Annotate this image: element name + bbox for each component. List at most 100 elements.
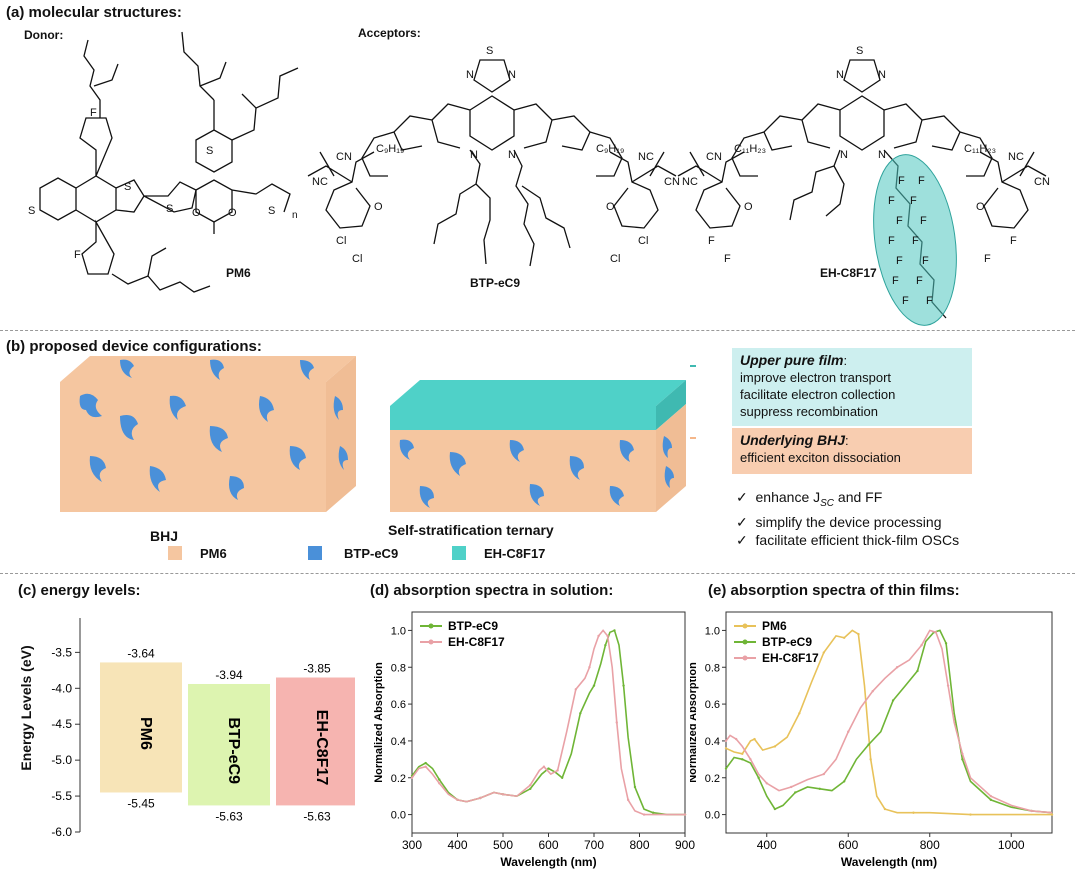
- svg-text:O: O: [374, 201, 383, 213]
- y-tick-label: -4.0: [51, 681, 72, 695]
- x-tick-label: 900: [675, 838, 695, 852]
- plot-frame: [725, 611, 1053, 834]
- solution-absorption-chart: 300 400 500 600 700 800 900 0.0 0.2 0.4 0.6 0.8 1.0 W…: [373, 611, 695, 869]
- svg-text:F: F: [916, 275, 923, 287]
- svg-text:O: O: [606, 201, 615, 213]
- data-point: [822, 651, 825, 654]
- x-tick-label: 800: [920, 838, 940, 852]
- data-point: [592, 684, 596, 687]
- svg-text:O: O: [228, 207, 237, 219]
- y-tick-label: 0.2: [705, 773, 720, 785]
- energy-bar: [188, 683, 270, 806]
- legend-swatch-eh: [452, 546, 466, 560]
- svg-text:Cl: Cl: [610, 253, 620, 265]
- data-point: [946, 684, 950, 687]
- series-line: [411, 629, 685, 816]
- x-tick-label: 600: [538, 838, 558, 852]
- data-point: [867, 743, 870, 746]
- data-point: [642, 813, 646, 816]
- data-point: [749, 758, 752, 761]
- y-tick-label: 0.4: [391, 736, 406, 748]
- data-point: [724, 767, 728, 770]
- svg-text:C₉H₁₉: C₉H₁₉: [376, 143, 404, 155]
- device-blocks: [60, 356, 700, 512]
- data-point: [989, 798, 993, 802]
- x-tick-label: 400: [757, 838, 777, 852]
- data-point: [1050, 813, 1054, 816]
- y-tick-label: -5.0: [51, 753, 72, 767]
- svg-text:F: F: [910, 195, 917, 207]
- y-tick-label: 0.6: [391, 699, 406, 711]
- benefit-2: simplify the device processing: [755, 513, 942, 530]
- eh-c8f17-name: EH-C8F17: [820, 266, 877, 280]
- svg-text:C₁₁H₂₃: C₁₁H₂₃: [964, 143, 996, 155]
- data-point: [456, 798, 459, 802]
- data-point: [895, 666, 899, 669]
- svg-text:F: F: [888, 235, 895, 247]
- lumo-label: -3.64: [127, 646, 155, 660]
- upper-film-box: Upper pure film: improve electron transp…: [732, 348, 972, 426]
- svg-text:S: S: [124, 181, 131, 193]
- bhj-label: BHJ: [150, 528, 179, 544]
- btp-ec9-name: BTP-eC9: [470, 276, 521, 290]
- data-point: [818, 787, 821, 790]
- jsc-subscript: SC: [820, 497, 835, 509]
- legend-label: PM6: [762, 619, 787, 633]
- y-tick-label: 0.4: [705, 736, 720, 748]
- svg-text:F: F: [984, 253, 991, 265]
- svg-text:N: N: [878, 69, 886, 81]
- legend-label-btp: BTP-eC9: [344, 546, 399, 561]
- legend-marker: [428, 623, 434, 629]
- data-point: [579, 712, 582, 715]
- svg-text:F: F: [896, 215, 903, 227]
- svg-text:CN: CN: [664, 176, 680, 188]
- svg-text:F: F: [926, 295, 933, 307]
- svg-text:F: F: [90, 107, 97, 119]
- y-axis-label: Normalized Absorption: [690, 662, 699, 783]
- svg-text:F: F: [708, 235, 715, 247]
- data-point: [410, 776, 414, 779]
- panel-e-title: (e) absorption spectra of thin films:: [708, 582, 960, 599]
- y-tick-label: 0.8: [705, 662, 720, 674]
- data-point: [842, 780, 846, 783]
- data-point: [1030, 809, 1033, 813]
- separator-2: [0, 573, 1075, 574]
- data-point: [961, 758, 964, 761]
- svg-text:NC: NC: [682, 176, 698, 188]
- legend-swatch-pm6: [168, 546, 182, 560]
- legend-label: EH-C8F17: [448, 635, 505, 649]
- data-point: [765, 782, 768, 785]
- data-point: [869, 758, 872, 761]
- data-point: [773, 807, 777, 811]
- x-axis-label: Wavelength (nm): [841, 855, 937, 869]
- lumo-label: -3.85: [303, 662, 331, 676]
- donor-label: Donor:: [24, 28, 64, 42]
- homo-label: -5.63: [303, 809, 331, 823]
- data-point: [741, 752, 744, 756]
- legend-marker: [742, 639, 748, 645]
- upper-line-2: facilitate electron collection: [740, 387, 896, 402]
- data-point: [633, 785, 637, 789]
- data-point: [847, 730, 850, 733]
- under-colon: :: [845, 433, 849, 448]
- data-point: [822, 772, 825, 776]
- data-point: [424, 765, 427, 768]
- data-point: [613, 629, 616, 632]
- svg-text:S: S: [486, 45, 493, 57]
- y-tick-label: -3.5: [51, 645, 72, 659]
- upper-film-heading: Upper pure film: [740, 352, 844, 368]
- data-point: [683, 813, 687, 816]
- bar-name: BTP-eC9: [225, 717, 242, 784]
- pm6-name: PM6: [226, 266, 251, 280]
- data-point: [734, 737, 738, 741]
- check-icon: ✓: [736, 531, 748, 548]
- svg-text:F: F: [902, 295, 909, 307]
- upper-line-3: suppress recombination: [740, 404, 879, 419]
- x-tick-label: 800: [629, 838, 649, 852]
- svg-text:Cl: Cl: [336, 235, 346, 247]
- data-point: [989, 794, 993, 798]
- svg-text:F: F: [892, 275, 899, 287]
- legend-label: EH-C8F17: [762, 651, 819, 665]
- svg-text:F: F: [74, 249, 81, 261]
- svg-text:C₉H₁₉: C₉H₁₉: [596, 143, 624, 155]
